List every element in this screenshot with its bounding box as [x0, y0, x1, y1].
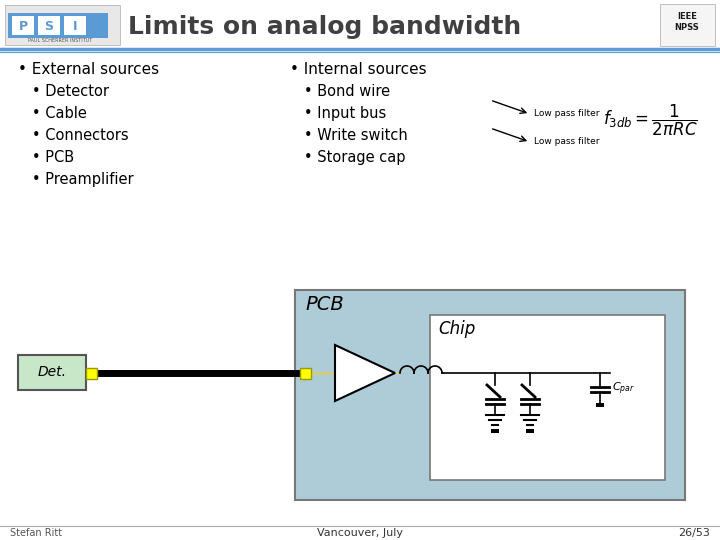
Text: S: S — [45, 19, 53, 32]
Bar — [18, 355, 86, 390]
Text: PCB: PCB — [305, 295, 343, 314]
Text: Low pass filter: Low pass filter — [534, 137, 600, 145]
Bar — [300, 368, 311, 379]
Bar — [8, 13, 108, 38]
Bar — [12, 16, 34, 35]
Text: Vancouver, July: Vancouver, July — [317, 528, 403, 538]
Text: 26/53: 26/53 — [678, 528, 710, 538]
Polygon shape — [335, 345, 395, 401]
Text: • Cable: • Cable — [18, 106, 87, 121]
Text: • Input bus: • Input bus — [290, 106, 386, 121]
Bar — [596, 403, 604, 407]
Text: IEEE
NPSS: IEEE NPSS — [675, 12, 699, 32]
Text: • Internal sources: • Internal sources — [290, 62, 427, 77]
Bar — [5, 5, 120, 45]
Bar — [430, 315, 665, 480]
Text: P: P — [19, 19, 27, 32]
Text: $C_{par}$: $C_{par}$ — [612, 381, 635, 397]
Bar — [491, 429, 499, 433]
Text: • Bond wire: • Bond wire — [290, 84, 390, 99]
Text: $f_{3db} = \dfrac{1}{2\pi RC}$: $f_{3db} = \dfrac{1}{2\pi RC}$ — [603, 103, 698, 138]
Bar — [0, 0, 720, 50]
Text: • Connectors: • Connectors — [18, 128, 129, 143]
Text: PAUL SCHERRER INSTITUT: PAUL SCHERRER INSTITUT — [28, 38, 92, 44]
Text: Chip: Chip — [438, 320, 475, 338]
Text: • Storage cap: • Storage cap — [290, 150, 405, 165]
Text: • Write switch: • Write switch — [290, 128, 408, 143]
Bar — [295, 290, 685, 500]
Text: • PCB: • PCB — [18, 150, 74, 165]
Bar — [38, 16, 60, 35]
Bar — [86, 368, 97, 379]
Text: Low pass filter: Low pass filter — [534, 109, 600, 118]
Bar — [64, 16, 86, 35]
Text: Det.: Det. — [37, 366, 66, 380]
FancyBboxPatch shape — [660, 4, 715, 46]
Text: I: I — [73, 19, 77, 32]
Text: • Detector: • Detector — [18, 84, 109, 99]
Text: Stefan Ritt: Stefan Ritt — [10, 528, 62, 538]
Text: • Preamplifier: • Preamplifier — [18, 172, 134, 187]
Text: Limits on analog bandwidth: Limits on analog bandwidth — [128, 15, 521, 39]
Bar — [526, 429, 534, 433]
Text: • External sources: • External sources — [18, 62, 159, 77]
